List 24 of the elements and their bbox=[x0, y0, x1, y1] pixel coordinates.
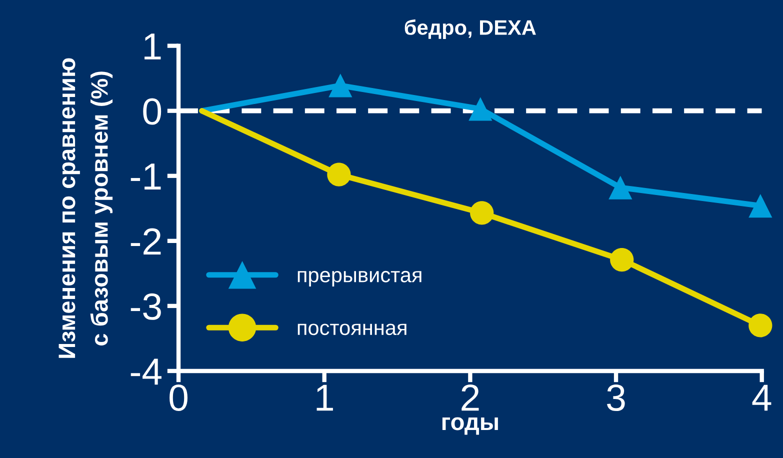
legend-label: постоянная bbox=[298, 324, 406, 336]
point bbox=[610, 248, 634, 272]
chart-title: бедро, DEXA bbox=[404, 19, 536, 40]
legend-label: прерывистая bbox=[298, 270, 422, 286]
x-tick-label: 1 bbox=[316, 384, 333, 411]
x-tick-label: 0 bbox=[170, 384, 188, 412]
point bbox=[468, 97, 492, 121]
point bbox=[608, 176, 632, 200]
point bbox=[328, 74, 352, 98]
x-tick-label: 4 bbox=[752, 384, 772, 411]
point bbox=[327, 162, 351, 186]
y-tick-label: 0 bbox=[143, 98, 162, 125]
y-tick-label: 1 bbox=[144, 34, 161, 60]
point bbox=[748, 314, 772, 338]
x-axis-title: годы bbox=[442, 417, 498, 435]
point bbox=[748, 194, 772, 218]
y-tick-label: -2 bbox=[130, 228, 161, 254]
y-axis-title: Изменения по сравнению с базовым уровнем (%) bbox=[58, 58, 113, 358]
y-tick-label: -1 bbox=[130, 164, 161, 190]
y-tick-label: -4 bbox=[130, 358, 162, 385]
x-tick-label: 3 bbox=[607, 384, 625, 412]
point bbox=[470, 201, 494, 225]
y-tick-label: -3 bbox=[130, 293, 161, 320]
x-tick-label: 2 bbox=[462, 384, 479, 411]
